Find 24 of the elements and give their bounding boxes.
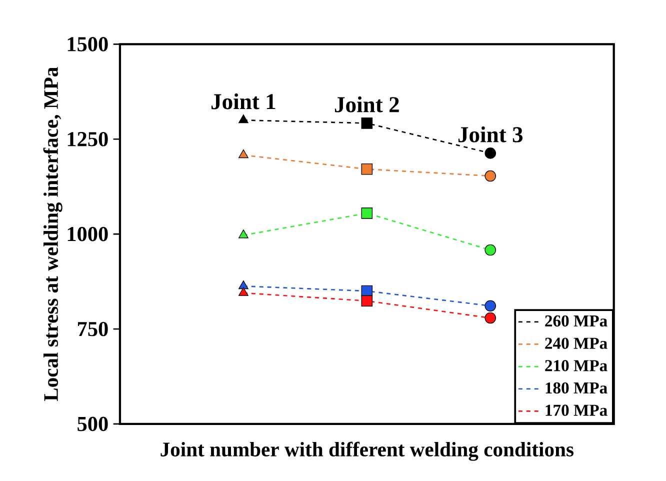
y-tick-label: 1000 [68, 226, 108, 242]
point [361, 118, 373, 129]
y-tick-label: 500 [78, 416, 108, 432]
point [484, 312, 496, 324]
legend-label: 180 MPa [546, 382, 608, 394]
x-tick-label: Joint 1 [212, 93, 276, 110]
point [361, 208, 373, 219]
x-axis-title: Joint number with different welding conditions [160, 442, 574, 461]
y-tick-label: 750 [78, 322, 108, 336]
point [361, 295, 373, 307]
legend-label: 260 MPa [545, 315, 608, 327]
legend-label: 170 MPa [546, 404, 608, 416]
point [484, 300, 496, 312]
legend-label: 240 MPa [545, 338, 608, 349]
x-tick-label: Joint 3 [458, 126, 523, 142]
point [484, 244, 496, 256]
point [484, 170, 496, 182]
y-tick-label: 1500 [68, 37, 108, 52]
y-tick-label: 1250 [68, 132, 108, 146]
point [361, 164, 373, 175]
x-tick-label: Joint 2 [334, 96, 399, 112]
point [484, 148, 496, 159]
legend-label: 210 MPa [545, 360, 608, 372]
y-axis-title: Local stress at welding interface, MPa [43, 67, 62, 402]
